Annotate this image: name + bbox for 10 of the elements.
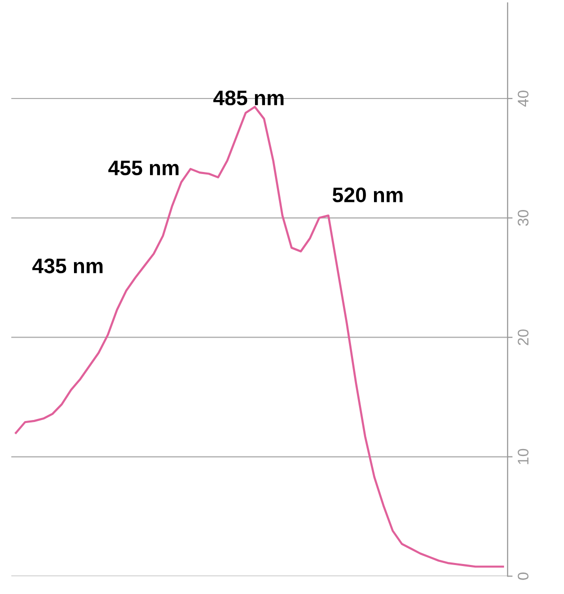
- y-tick-label: 0: [518, 572, 529, 580]
- annotation: 435 nm: [32, 258, 103, 274]
- y-tick-label: 10: [518, 448, 529, 464]
- annotation: 520 nm: [332, 188, 403, 202]
- y-tick-label: 30: [518, 210, 529, 226]
- line-series: [14, 106, 504, 568]
- y-tick-label: 20: [518, 329, 529, 346]
- annotation: 485 nm: [213, 90, 284, 106]
- y-tick-label: 40: [518, 90, 529, 107]
- annotation: 455 nm: [108, 160, 179, 176]
